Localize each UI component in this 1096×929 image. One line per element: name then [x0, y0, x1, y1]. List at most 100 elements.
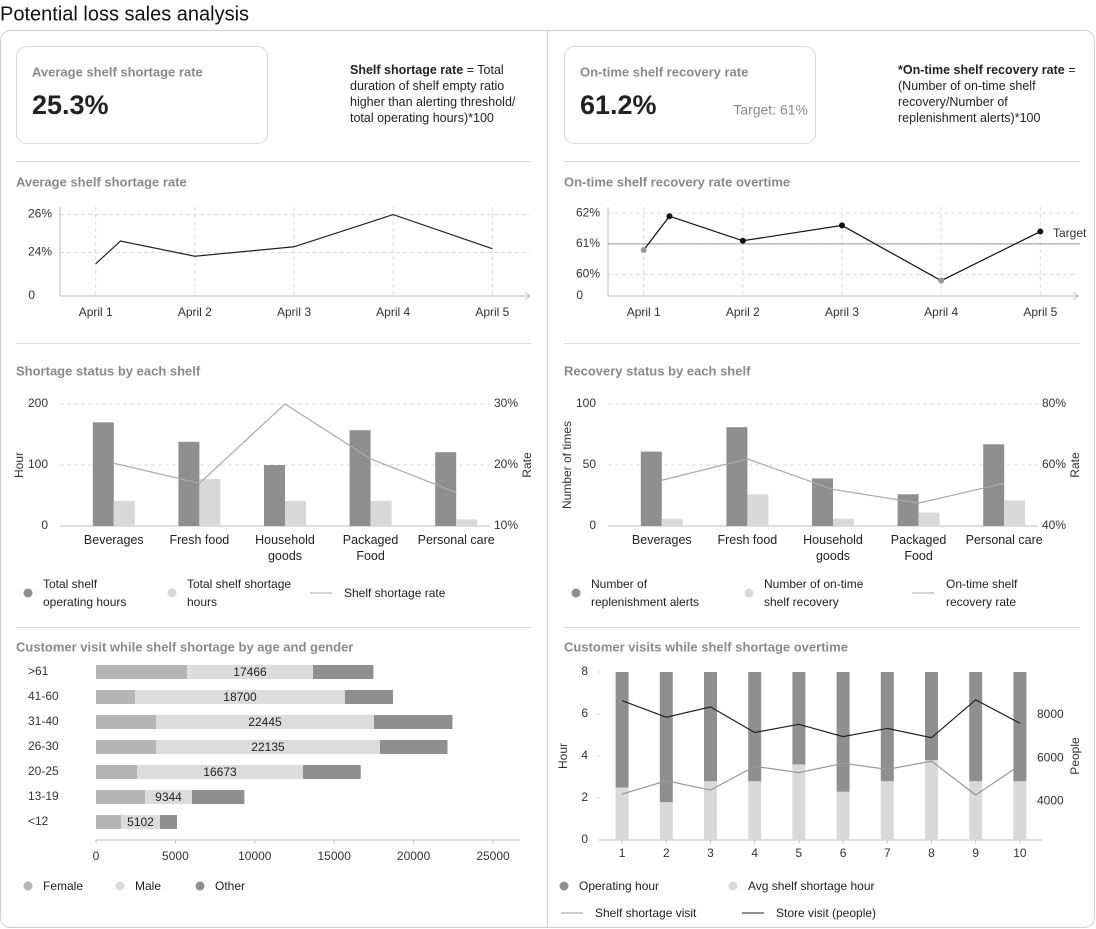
legend-box: Shelf shortage visit	[595, 906, 697, 920]
definition-term: Shelf shortage rate	[350, 63, 464, 77]
kpi-card	[564, 46, 816, 144]
visit-line	[621, 699, 1021, 739]
point	[666, 213, 673, 220]
y2-tick-label: 20%	[494, 457, 518, 471]
y-axis-label: Number of times	[560, 421, 574, 509]
y-tick-label: 60%	[576, 267, 600, 281]
bar-segment	[748, 781, 762, 840]
legend-dot	[195, 881, 205, 891]
bar-segment	[302, 765, 361, 779]
x-tick-label: Household goods	[255, 533, 315, 563]
bar	[812, 478, 833, 526]
x-tick-box: Personal care	[966, 533, 1043, 547]
bar-segment	[969, 672, 983, 782]
point	[640, 246, 647, 253]
x-tick-box: Household goods	[803, 533, 863, 563]
x-tick-label: April 1	[79, 305, 113, 319]
x-tick-label: 1	[619, 846, 626, 860]
bar-segment	[155, 740, 380, 754]
right-panel: On-time shelf recovery rate 61.2% Target…	[556, 46, 1087, 920]
legend-label: Number of replenishment alerts	[591, 577, 700, 609]
legend-label: Total shelf operating hours	[43, 577, 127, 609]
legend-box: Total shelf shortage hours	[187, 577, 292, 609]
x-tick-label: April 2	[178, 305, 212, 319]
bar-segment	[659, 672, 673, 803]
x-tick-label: 2	[663, 846, 670, 860]
bar-segment	[836, 672, 850, 792]
kpi-label: On-time shelf recovery rate	[580, 64, 748, 79]
bar	[264, 465, 285, 526]
axis-break-label: 0	[28, 288, 35, 302]
chart-title: Shortage status by each shelf	[16, 363, 201, 378]
legend-box: Female	[43, 879, 83, 893]
bar	[178, 441, 200, 526]
y-tick-label: 26%	[28, 207, 52, 221]
bar-segment	[615, 787, 629, 840]
x-tick-label: Packaged Food	[342, 533, 399, 563]
chart-title: Customer visits while shelf shortage ove…	[564, 639, 848, 654]
y-tick-label: <12	[28, 814, 49, 828]
x-tick-label: 10	[1013, 846, 1027, 860]
bar-segment	[704, 781, 717, 840]
y2-tick-label: 6000	[1037, 750, 1064, 764]
bar-segment	[880, 781, 894, 840]
x-tick-label: 7	[884, 846, 891, 860]
y-tick-label: 61%	[576, 236, 600, 250]
chart-title: Customer visit while shelf shortage by a…	[16, 639, 353, 654]
bar-segment	[925, 760, 938, 840]
kpi-target: Target: 61%	[733, 102, 808, 118]
frame	[0, 30, 1095, 928]
kpi-card	[16, 46, 268, 144]
bar-segment	[159, 815, 178, 829]
bar-segment	[96, 790, 146, 804]
y-tick-label: 50	[583, 457, 597, 471]
bar-segment	[792, 764, 806, 840]
bar-segment	[344, 690, 393, 704]
x-tick-label: April 2	[726, 305, 760, 319]
chart-title: On-time shelf recovery rate overtime	[564, 174, 790, 189]
y2-tick-label: 40%	[1042, 518, 1066, 532]
definition-text: = Total duration of shelf empty ratio hi…	[350, 63, 516, 125]
y2-tick-label: 30%	[494, 396, 518, 410]
bar	[1004, 500, 1026, 526]
legend-dot	[559, 881, 569, 891]
legend-label: Other	[215, 879, 246, 893]
x-tick-label: 25000	[476, 849, 510, 863]
x-tick-label: April 4	[924, 305, 958, 319]
legend-box: Other	[215, 879, 246, 893]
x-tick-label: 3	[707, 846, 714, 860]
y-tick-label: 100	[28, 457, 48, 471]
axis-arrow	[524, 291, 531, 301]
legend-label: Total shelf shortage hours	[187, 577, 292, 609]
definition: Shelf shortage rate = Total duration of …	[350, 62, 532, 126]
bar-segment	[192, 790, 245, 804]
x-tick-box: Beverages	[632, 533, 692, 547]
x-tick-label: April 3	[277, 305, 311, 319]
x-tick-label: 8	[928, 846, 935, 860]
y-tick-label: 6	[581, 706, 588, 720]
bar-segment	[969, 781, 983, 840]
legend-label: Operating hour	[579, 879, 660, 893]
bar-segment	[96, 740, 156, 754]
x-tick-box: Personal care	[418, 533, 495, 547]
legend-box: Operating hour	[579, 879, 660, 893]
x-tick-label: April 5	[1023, 305, 1057, 319]
y-tick-label: 20-25	[28, 764, 59, 778]
legend-dot	[571, 588, 581, 598]
y-tick-label: 4	[581, 748, 588, 762]
x-tick-label: 5000	[162, 849, 189, 863]
x-tick-label: Household goods	[803, 533, 863, 563]
total-label: 9344	[155, 790, 182, 804]
y-tick-label: 8	[581, 664, 588, 678]
bar-segment	[615, 672, 629, 788]
x-tick-label: 6	[840, 846, 847, 860]
axis-arrow	[1072, 291, 1079, 301]
x-tick-label: April 4	[376, 305, 410, 319]
y2-axis-label: Rate	[1068, 452, 1082, 478]
y-tick-label: 200	[28, 396, 48, 410]
bar	[640, 451, 662, 526]
line	[95, 213, 493, 265]
legend-box: On-time shelf recovery rate	[946, 577, 1017, 609]
legend-label: Shelf shortage visit	[595, 906, 697, 920]
